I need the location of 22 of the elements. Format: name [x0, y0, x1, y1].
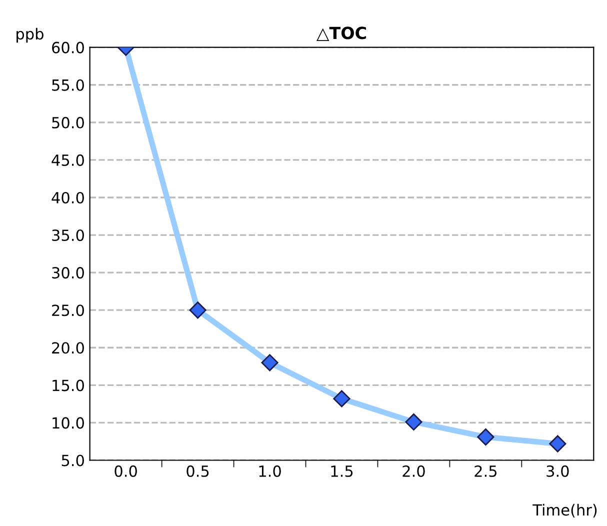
y-tick-label: 20.0: [52, 342, 84, 354]
y-tick-label: 60.0: [52, 42, 84, 54]
y-tick-label: 35.0: [52, 229, 84, 242]
x-tick-label: 2.0: [402, 465, 425, 477]
y-axis-title: ppb: [16, 28, 44, 43]
x-tick-label: 1.0: [259, 465, 281, 477]
y-tick-label: 15.0: [52, 380, 84, 392]
y-tick-label: 5.0: [62, 454, 84, 466]
y-tick-label: 45.0: [52, 154, 84, 166]
x-tick-label: 1.5: [331, 466, 353, 477]
x-tick-label: 0.5: [186, 465, 209, 477]
x-tick-label: 0.0: [114, 465, 137, 477]
x-tick-label: 3.0: [546, 465, 569, 477]
y-tick-label: 10.0: [52, 417, 84, 429]
x-tick-label: 2.5: [474, 465, 496, 477]
x-axis-title: Time(hr): [532, 504, 597, 518]
y-tick-label: 30.0: [52, 267, 84, 279]
chart-title: △TOC: [316, 26, 366, 42]
y-tick-label: 25.0: [52, 304, 84, 316]
y-tick-label: 55.0: [52, 79, 84, 91]
y-tick-label: 50.0: [52, 116, 84, 128]
y-tick-label: 40.0: [52, 192, 84, 204]
